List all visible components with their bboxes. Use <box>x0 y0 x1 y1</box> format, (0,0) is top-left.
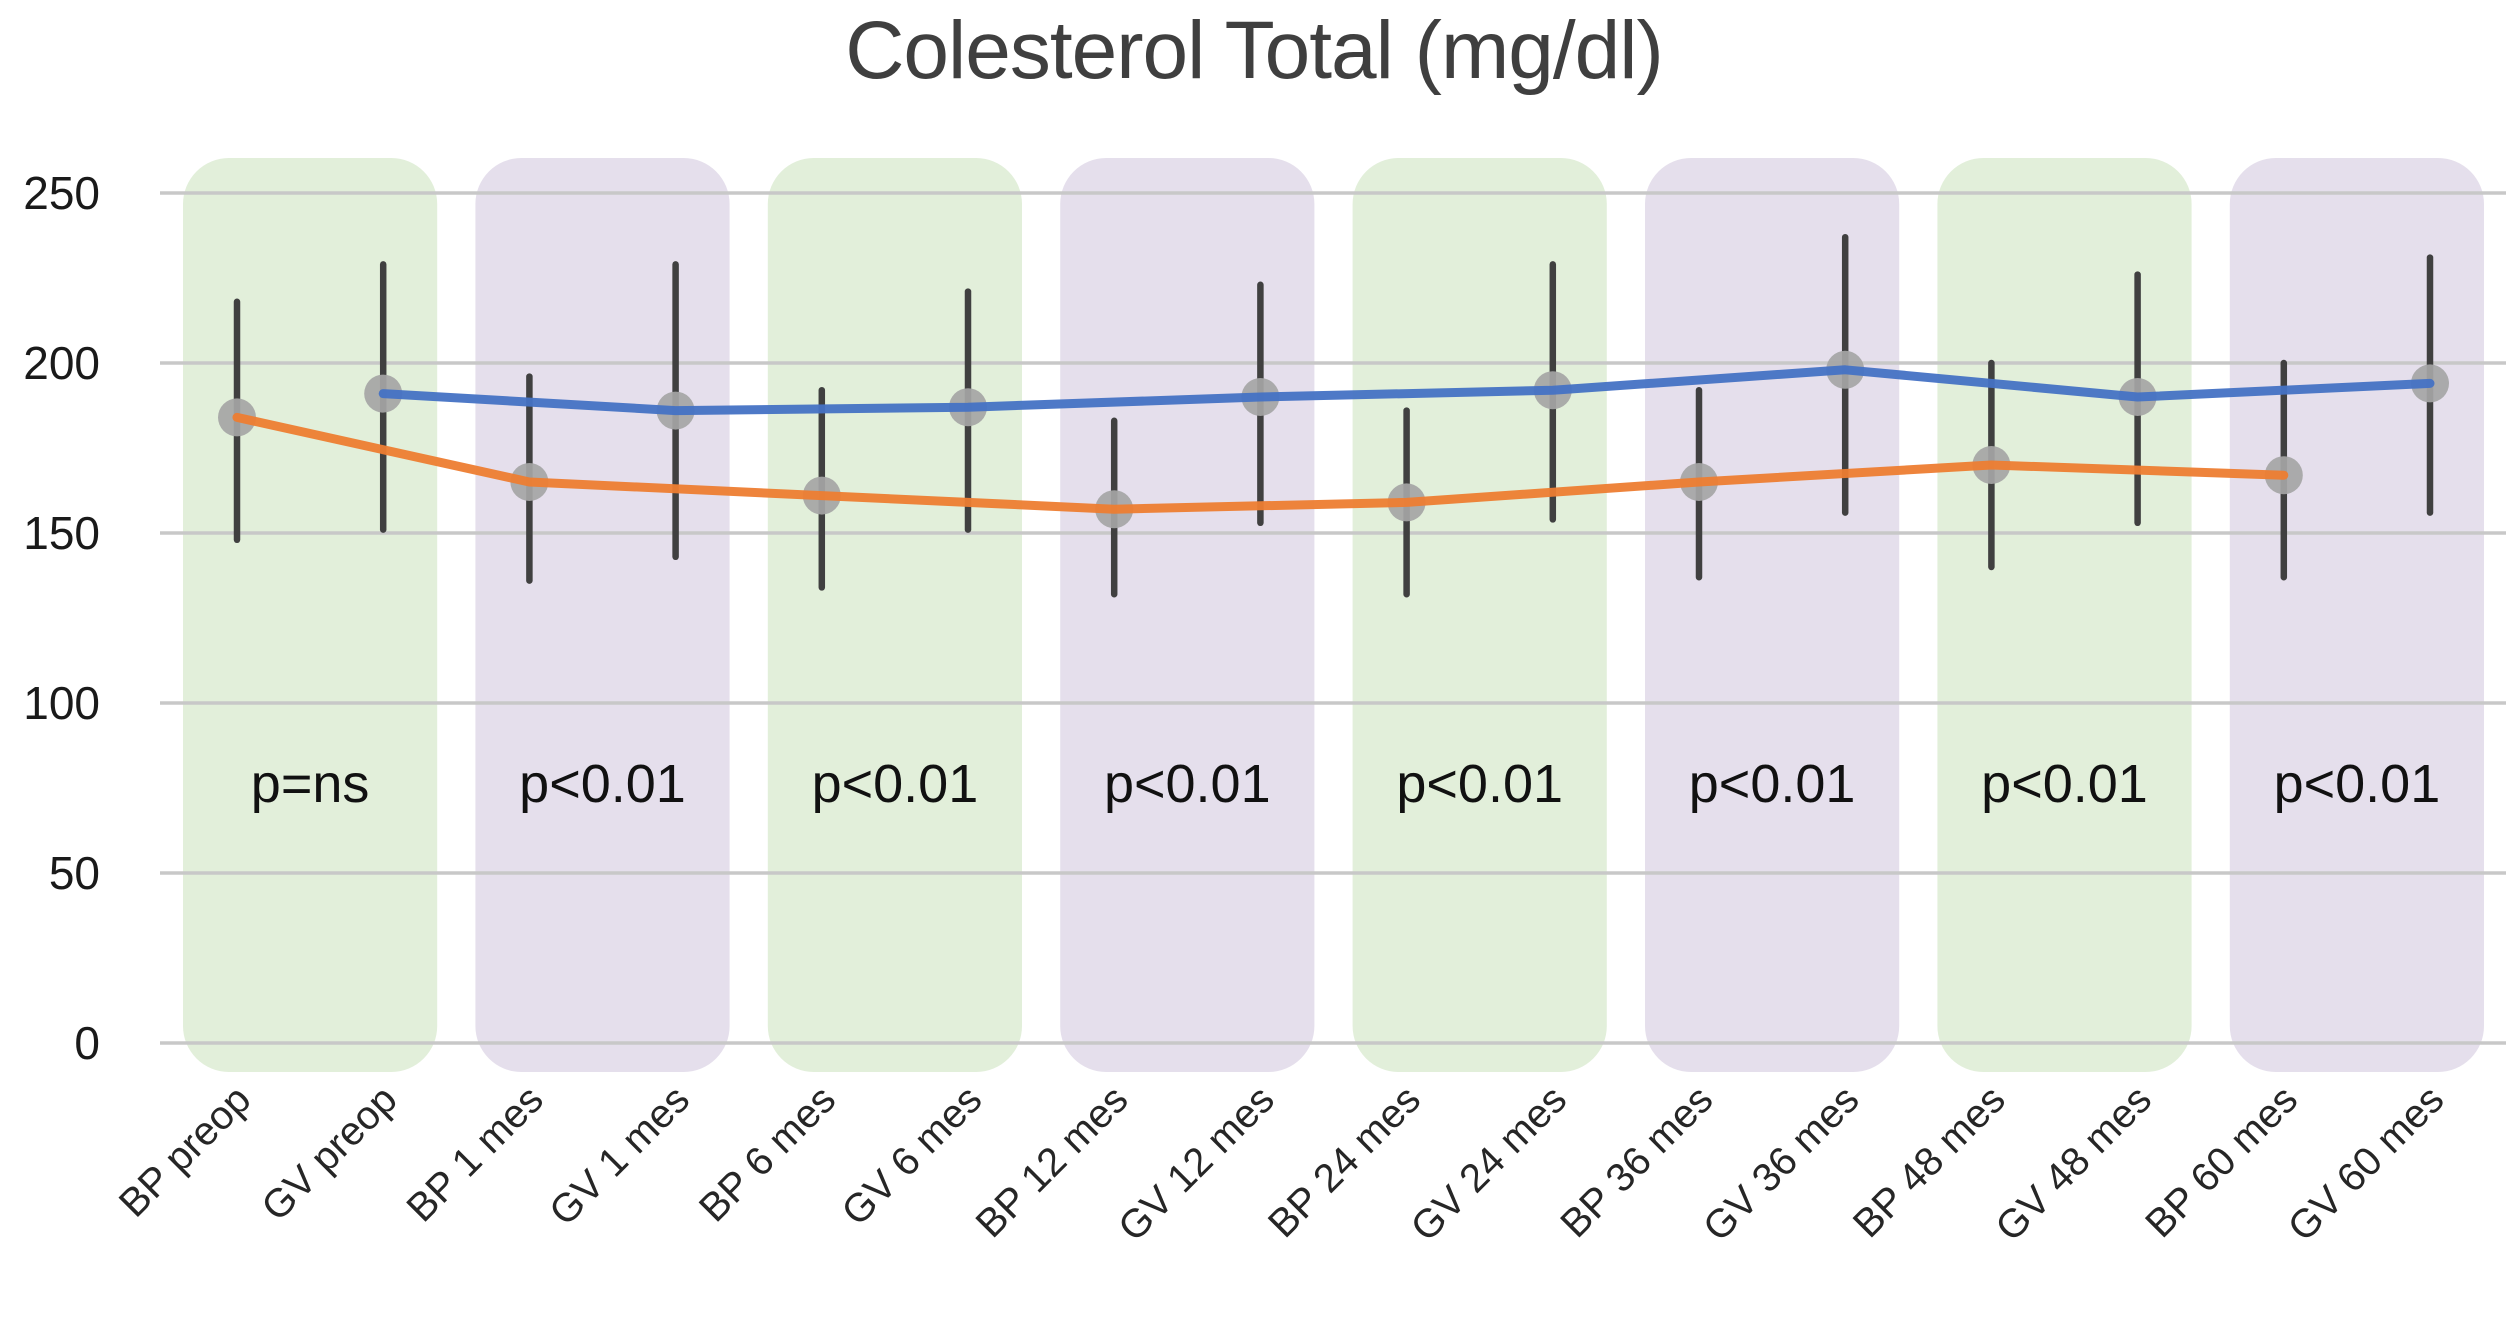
x-axis-label-gv-preop: GV preop <box>253 1077 405 1229</box>
x-axis-label-gv-36-mes: GV 36 mes <box>1695 1077 1868 1250</box>
highlight-band-12-mes <box>1060 158 1315 1072</box>
x-axis-label-bp-preop: BP preop <box>111 1077 260 1226</box>
p-value-label-24-mes: p<0.01 <box>1396 754 1563 814</box>
chart-title: Colesterol Total (mg/dl) <box>845 5 1664 96</box>
y-tick-label-100: 100 <box>23 677 100 729</box>
series-line-bp <box>232 412 2289 514</box>
p-value-label-1-mes: p<0.01 <box>519 754 686 814</box>
p-value-label-12-mes: p<0.01 <box>1104 754 1271 814</box>
highlight-band-24-mes <box>1352 158 1607 1072</box>
p-value-label-preop: p=ns <box>251 754 370 814</box>
x-axis-label-gv-12-mes: GV 12 mes <box>1110 1077 1283 1250</box>
highlight-band-48-mes <box>1937 158 2192 1072</box>
x-axis-label-bp-1-mes: BP 1 mes <box>399 1077 552 1230</box>
x-axis-label-gv-48-mes: GV 48 mes <box>1987 1077 2160 1250</box>
x-axis-label-gv-24-mes: GV 24 mes <box>1403 1077 1576 1250</box>
p-value-label-6-mes: p<0.01 <box>812 754 979 814</box>
highlight-band-1-mes <box>475 158 730 1072</box>
x-axis-label-bp-6-mes: BP 6 mes <box>691 1077 844 1230</box>
p-value-label-60-mes: p<0.01 <box>2274 754 2441 814</box>
y-tick-label-150: 150 <box>23 507 100 559</box>
highlight-band-60-mes <box>2229 158 2484 1072</box>
y-tick-label-50: 50 <box>49 847 100 899</box>
y-tick-label-200: 200 <box>23 337 100 389</box>
y-tick-label-0: 0 <box>74 1017 100 1069</box>
highlight-band-36-mes <box>1645 158 1900 1072</box>
p-value-label-36-mes: p<0.01 <box>1689 754 1856 814</box>
x-axis-label-gv-60-mes: GV 60 mes <box>2280 1077 2453 1250</box>
y-tick-label-250: 250 <box>23 167 100 219</box>
series-line-gv <box>378 365 2435 416</box>
p-value-label-48-mes: p<0.01 <box>1981 754 2148 814</box>
x-axis-label-gv-6-mes: GV 6 mes <box>833 1077 990 1234</box>
x-axis-label-gv-1-mes: GV 1 mes <box>541 1077 698 1234</box>
highlight-band-6-mes <box>767 158 1022 1072</box>
highlight-band-preop <box>183 158 438 1072</box>
